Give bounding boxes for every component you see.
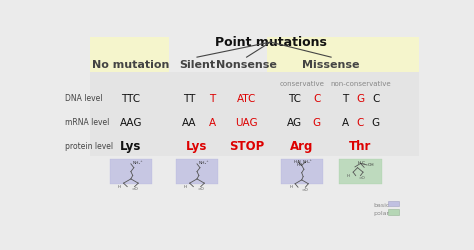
Text: polar: polar bbox=[374, 210, 390, 215]
Text: G: G bbox=[313, 118, 321, 128]
Text: DNA level: DNA level bbox=[65, 94, 102, 103]
Text: H: H bbox=[347, 173, 350, 177]
Bar bbox=[91, 90, 419, 109]
Text: G: G bbox=[372, 118, 380, 128]
Bar bbox=[110, 159, 152, 184]
Text: Lys: Lys bbox=[186, 139, 208, 152]
Text: non-conservative: non-conservative bbox=[330, 81, 391, 87]
Text: H₂N: H₂N bbox=[293, 160, 301, 164]
Bar bbox=[388, 210, 399, 215]
Text: STOP: STOP bbox=[229, 139, 264, 152]
Text: A: A bbox=[342, 118, 349, 128]
Bar bbox=[91, 72, 419, 156]
Text: C: C bbox=[372, 93, 379, 103]
Text: AG: AG bbox=[287, 118, 301, 128]
Text: Point mutations: Point mutations bbox=[215, 36, 327, 49]
Bar bbox=[267, 38, 419, 89]
Text: Silent: Silent bbox=[179, 60, 215, 70]
Text: T: T bbox=[209, 93, 215, 103]
Text: AAG: AAG bbox=[119, 118, 142, 128]
Text: C: C bbox=[313, 93, 320, 103]
Text: H₂C: H₂C bbox=[357, 160, 365, 164]
Bar bbox=[339, 159, 382, 184]
Text: TC: TC bbox=[288, 93, 301, 103]
Text: NH₃⁺: NH₃⁺ bbox=[302, 160, 312, 164]
Text: H: H bbox=[118, 184, 120, 188]
Text: =O: =O bbox=[131, 186, 138, 190]
Bar bbox=[176, 159, 218, 184]
Text: =O: =O bbox=[358, 176, 365, 180]
Bar bbox=[91, 38, 169, 89]
Text: Lys: Lys bbox=[120, 139, 142, 152]
Text: Missense: Missense bbox=[302, 60, 360, 70]
Text: OH: OH bbox=[368, 163, 374, 167]
Text: TT: TT bbox=[183, 93, 196, 103]
Text: NH₃⁺: NH₃⁺ bbox=[132, 160, 143, 164]
Text: H: H bbox=[184, 184, 187, 188]
Text: Thr: Thr bbox=[349, 139, 372, 152]
Text: H: H bbox=[289, 185, 292, 189]
Text: TTC: TTC bbox=[121, 93, 140, 103]
Text: NH₃⁺: NH₃⁺ bbox=[199, 160, 209, 164]
Text: basic: basic bbox=[374, 202, 390, 207]
Text: G: G bbox=[356, 93, 365, 103]
Text: =O: =O bbox=[197, 186, 204, 190]
Text: A: A bbox=[209, 118, 216, 128]
Bar bbox=[91, 113, 419, 132]
Text: conservative: conservative bbox=[279, 81, 324, 87]
Text: UAG: UAG bbox=[235, 118, 258, 128]
Bar bbox=[388, 201, 399, 206]
Text: mRNA level: mRNA level bbox=[65, 118, 109, 127]
Text: protein level: protein level bbox=[65, 141, 113, 150]
Text: T: T bbox=[342, 93, 348, 103]
Bar bbox=[281, 159, 323, 184]
Text: Nonsense: Nonsense bbox=[216, 60, 277, 70]
Text: No mutation: No mutation bbox=[92, 60, 170, 70]
Text: HN: HN bbox=[297, 163, 303, 167]
Text: C: C bbox=[357, 118, 364, 128]
Text: Arg: Arg bbox=[290, 139, 313, 152]
Text: ATC: ATC bbox=[237, 93, 256, 103]
Text: AA: AA bbox=[182, 118, 197, 128]
Text: =O: =O bbox=[302, 187, 309, 191]
